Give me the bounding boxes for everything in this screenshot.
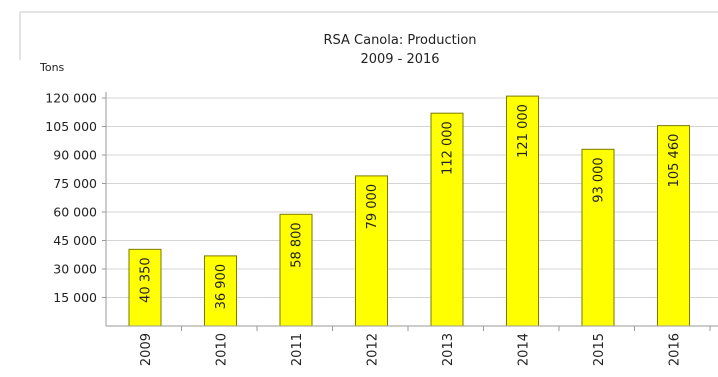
y-tick-label: 15 000 bbox=[53, 290, 97, 305]
y-tick-label: 105 000 bbox=[45, 119, 97, 134]
data-label: 121 000 bbox=[516, 104, 531, 158]
y-tick-label: 90 000 bbox=[53, 148, 97, 163]
bar bbox=[430, 112, 464, 327]
x-tick-label: 2010 bbox=[215, 333, 230, 366]
y-tick-label: 75 000 bbox=[53, 176, 97, 191]
data-label: 105 460 bbox=[667, 134, 682, 188]
x-tick-label: 2015 bbox=[592, 333, 607, 366]
x-axis: 2009 2010 2011 2012 2013 2014 2015 2016 bbox=[105, 92, 718, 366]
y-tick-label: 120 000 bbox=[45, 91, 97, 106]
bar bbox=[279, 213, 313, 327]
y-tick-label: 30 000 bbox=[53, 262, 97, 277]
x-tick-label: 2011 bbox=[290, 333, 305, 366]
x-tick-label: 2016 bbox=[668, 333, 683, 366]
data-label: 93 000 bbox=[592, 157, 607, 203]
data-label: 36 900 bbox=[214, 264, 229, 310]
y-tick-label: 45 000 bbox=[53, 233, 97, 248]
y-axis-ticks: 15 000 30 000 45 000 60 000 75 000 90 000 105 … bbox=[45, 91, 106, 305]
data-labels: 40 350 36 900 58 800 79 000 112 000 121 000 93… bbox=[139, 104, 683, 309]
bar bbox=[204, 255, 237, 327]
x-tick-label: 2012 bbox=[366, 333, 381, 366]
y-tick-label: 60 000 bbox=[53, 205, 97, 220]
bar bbox=[355, 175, 388, 327]
data-label: 79 000 bbox=[365, 184, 380, 230]
bar bbox=[581, 148, 615, 327]
bar bbox=[657, 125, 690, 327]
x-tick-label: 2009 bbox=[139, 333, 154, 366]
x-tick-label: 2013 bbox=[441, 333, 456, 366]
data-label: 112 000 bbox=[441, 121, 456, 175]
chart-title: RSA Canola: Production bbox=[323, 33, 476, 48]
bar bbox=[128, 248, 162, 327]
data-label: 40 350 bbox=[139, 257, 154, 303]
data-label: 58 800 bbox=[290, 222, 305, 268]
y-axis-unit: Tons bbox=[39, 61, 65, 74]
chart-subtitle: 2009 - 2016 bbox=[360, 52, 439, 67]
x-tick-label: 2014 bbox=[517, 333, 532, 366]
